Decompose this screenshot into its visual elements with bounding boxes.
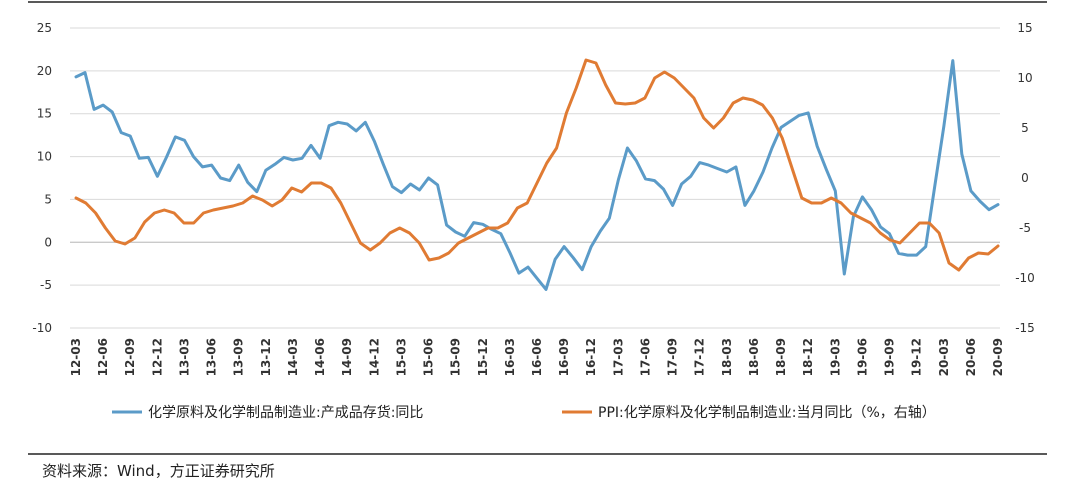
- x-tick-label: 17-06: [638, 338, 652, 376]
- x-tick-label: 13-03: [177, 338, 191, 376]
- x-tick-label: 18-12: [801, 338, 815, 376]
- grid: [70, 27, 1000, 329]
- x-tick-label: 19-06: [855, 338, 869, 376]
- x-tick-label: 20-06: [964, 338, 978, 376]
- left-tick-label: 10: [37, 150, 52, 164]
- x-tick-label: 17-03: [611, 338, 625, 376]
- right-tick-label: 0: [1021, 171, 1029, 185]
- x-tick-label: 18-03: [720, 338, 734, 376]
- x-tick-label: 12-06: [96, 338, 110, 376]
- left-tick-label: 15: [37, 107, 52, 121]
- x-tick-label: 19-03: [828, 338, 842, 376]
- left-tick-label: -10: [32, 321, 52, 335]
- x-tick-label: 18-06: [747, 338, 761, 376]
- x-tick-label: 17-12: [693, 338, 707, 376]
- left-tick-label: 5: [44, 192, 52, 206]
- left-tick-label: 20: [37, 64, 52, 78]
- x-tick-label: 16-03: [503, 338, 517, 376]
- x-tick-label: 15-06: [422, 338, 436, 376]
- right-tick-label: 5: [1021, 121, 1029, 135]
- series-line-ppi: [74, 58, 1000, 272]
- x-tick-label: 15-03: [394, 338, 408, 376]
- left-tick-label: 0: [44, 235, 52, 249]
- x-tick-label: 12-12: [150, 338, 164, 376]
- x-tick-label: 20-03: [937, 338, 951, 376]
- left-tick-label: 25: [37, 21, 52, 35]
- x-tick-label: 16-06: [530, 338, 544, 376]
- x-tick-label: 14-06: [313, 338, 327, 376]
- right-tick-label: 10: [1017, 71, 1032, 85]
- x-tick-label: 14-03: [286, 338, 300, 376]
- x-tick-label: 20-09: [991, 338, 1005, 376]
- x-tick-label: 18-09: [774, 338, 788, 376]
- x-tick-label: 19-09: [883, 338, 897, 376]
- x-axis: 12-03 12-06 12-09 12-12 13-03 13-06 13-09 13-12…: [69, 241, 1005, 376]
- source-note: 资料来源：Wind，方正证券研究所: [42, 462, 275, 480]
- right-tick-label: -5: [1019, 221, 1031, 235]
- series-group: [74, 58, 1000, 291]
- x-tick-label: 12-09: [123, 338, 137, 376]
- x-tick-label: 13-09: [232, 338, 246, 376]
- x-tick-label: 15-09: [449, 338, 463, 376]
- series-line-inventory: [74, 59, 1000, 291]
- x-tick-label: 13-06: [205, 338, 219, 376]
- x-tick-label: 16-09: [557, 338, 571, 376]
- x-tick-label: 16-12: [584, 338, 598, 376]
- right-axis: -15 -10 -5 0 5 10 15: [1015, 21, 1035, 335]
- x-tick-label: 14-12: [367, 338, 381, 376]
- right-tick-label: -10: [1015, 271, 1035, 285]
- x-tick-label: 14-09: [340, 338, 354, 376]
- legend: 化学原料及化学制品制造业:产成品存货:同比 PPI:化学原料及化学制品制造业:当…: [112, 404, 936, 421]
- x-tick-label: 12-03: [69, 338, 83, 376]
- right-tick-label: 15: [1017, 21, 1032, 35]
- x-tick-label: 15-12: [476, 338, 490, 376]
- left-axis: -10 -5 0 5 10 15 20 25: [32, 21, 52, 335]
- x-tick-label: 13-12: [259, 338, 273, 376]
- legend-label-inventory: 化学原料及化学制品制造业:产成品存货:同比: [148, 404, 423, 421]
- x-tick-label: 19-12: [910, 338, 924, 376]
- right-tick-label: -15: [1015, 321, 1035, 335]
- legend-label-ppi: PPI:化学原料及化学制品制造业:当月同比（%，右轴）: [598, 405, 936, 421]
- x-tick-label: 17-09: [666, 338, 680, 376]
- left-tick-label: -5: [40, 278, 52, 292]
